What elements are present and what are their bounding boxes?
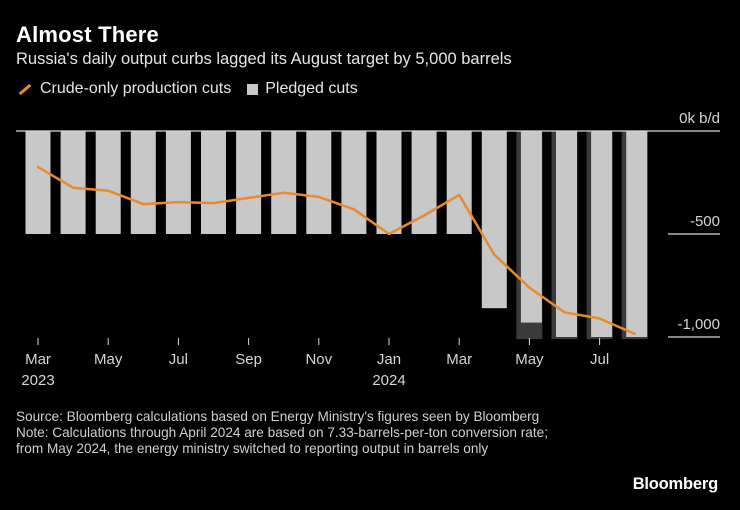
- bar: [376, 131, 402, 234]
- x-tick-label: Jul: [590, 351, 609, 368]
- source-note: Source: Bloomberg calculations based on …: [16, 409, 540, 424]
- legend-bar-swatch: [247, 83, 259, 95]
- legend: Crude-only production cuts Pledged cuts: [16, 80, 374, 98]
- legend-item-bar: Pledged cuts: [247, 80, 358, 98]
- legend-bar-label: Pledged cuts: [265, 80, 358, 97]
- x-tick-year: 2024: [372, 372, 405, 389]
- gridlines-group: [16, 130, 720, 338]
- methodology-note: Note: Calculations through April 2024 ar…: [16, 424, 548, 456]
- chart-subtitle: Russia's daily output curbs lagged its A…: [16, 50, 512, 68]
- footer: Source: Bloomberg calculations based on …: [16, 409, 576, 456]
- crude-cuts-line: [36, 165, 636, 336]
- bar: [591, 131, 613, 337]
- bar: [341, 131, 367, 234]
- x-tick-label: May: [515, 351, 544, 368]
- bar: [626, 131, 648, 337]
- x-tick-label: Jan: [377, 351, 401, 368]
- x-tick-label: Nov: [305, 351, 332, 368]
- y-tick-label: 0k b/d: [679, 110, 720, 127]
- x-tick-label: Mar: [446, 351, 472, 368]
- bar: [95, 131, 121, 234]
- chart-title: Almost There: [16, 22, 159, 47]
- x-tick-label: Mar: [25, 351, 51, 368]
- x-tick-year: 2023: [21, 372, 54, 389]
- bar: [25, 131, 51, 234]
- bar: [306, 131, 332, 234]
- bar: [130, 131, 156, 234]
- bar: [481, 131, 507, 309]
- bar: [446, 131, 472, 234]
- bars-group: [25, 131, 648, 340]
- x-ticks-group: Mar 2023 May Jul Sep Nov Jan 2024 Mar May Jul: [21, 338, 609, 389]
- bar: [201, 131, 226, 234]
- line-group: [36, 165, 636, 336]
- y-tick-label: -1,000: [677, 316, 720, 333]
- bar: [556, 131, 577, 337]
- y-ticks-group: 0k b/d -500 -1,000: [677, 110, 720, 333]
- chart-plot: 0k b/d -500 -1,000 Mar 2023 May Jul Sep Nov Jan 2…: [16, 110, 720, 389]
- x-tick-label: Jul: [169, 351, 188, 368]
- bar: [271, 131, 297, 234]
- bar: [520, 131, 542, 323]
- bar: [165, 131, 191, 234]
- bar: [411, 131, 437, 234]
- x-tick-label: Sep: [235, 351, 262, 368]
- bar: [236, 131, 262, 234]
- legend-line-label: Crude-only production cuts: [40, 80, 232, 97]
- bloomberg-logo: Bloomberg: [632, 475, 718, 493]
- legend-item-line: Crude-only production cuts: [16, 80, 231, 98]
- x-tick-label: May: [94, 351, 123, 368]
- y-tick-label: -500: [690, 213, 720, 230]
